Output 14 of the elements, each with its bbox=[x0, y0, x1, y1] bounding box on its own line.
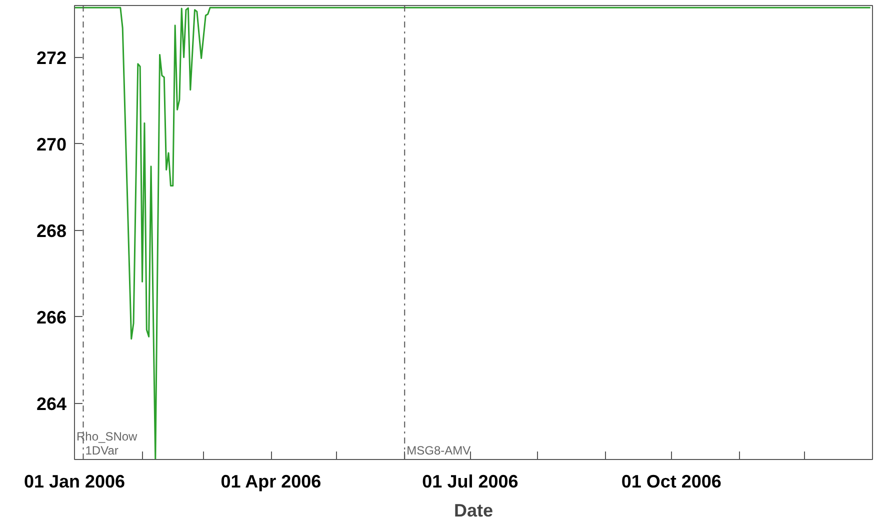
y-tick-label: 266 bbox=[36, 307, 67, 328]
ref-line-label: MSG8-AMV bbox=[406, 444, 471, 458]
y-tick-label: 270 bbox=[36, 134, 67, 154]
x-tick-label: 01 Oct 2006 bbox=[621, 472, 722, 492]
annotation: Rho_SNow bbox=[76, 430, 138, 444]
y-tick-label: 268 bbox=[36, 220, 67, 241]
y-tick-label: 264 bbox=[36, 394, 67, 414]
x-tick-label: 01 Jan 2006 bbox=[24, 472, 126, 492]
line-series bbox=[74, 6, 872, 460]
y-tick-label: 272 bbox=[36, 48, 67, 68]
ref-line-label: 1DVar bbox=[85, 444, 118, 458]
x-tick-label: 01 Jul 2006 bbox=[422, 472, 518, 492]
x-axis-title: Date bbox=[454, 500, 494, 520]
x-tick-label: 01 Apr 2006 bbox=[220, 472, 322, 492]
